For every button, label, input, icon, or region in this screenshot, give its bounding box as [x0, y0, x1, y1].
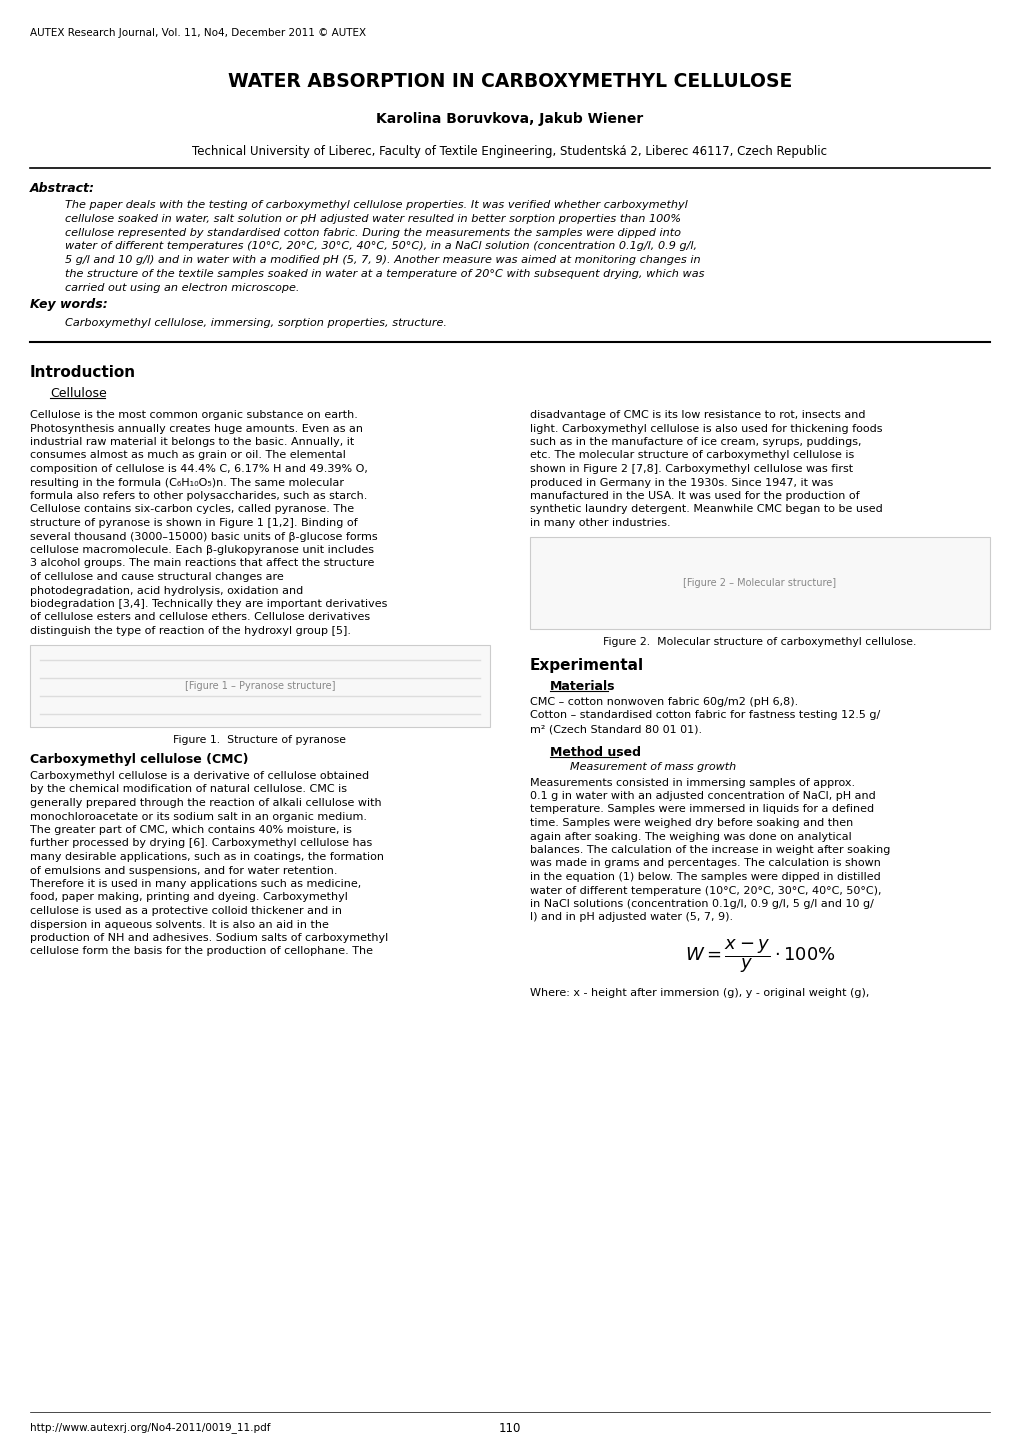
Text: industrial raw material it belongs to the basic. Annually, it: industrial raw material it belongs to th… — [30, 437, 354, 447]
Text: was made in grams and percentages. The calculation is shown: was made in grams and percentages. The c… — [530, 859, 880, 869]
Text: 3 alcohol groups. The main reactions that affect the structure: 3 alcohol groups. The main reactions tha… — [30, 558, 374, 569]
Text: of emulsions and suspensions, and for water retention.: of emulsions and suspensions, and for wa… — [30, 866, 337, 876]
Text: distinguish the type of reaction of the hydroxyl group [5].: distinguish the type of reaction of the … — [30, 626, 351, 636]
Text: Experimental: Experimental — [530, 658, 643, 672]
Text: water of different temperature (10°C, 20°C, 30°C, 40°C, 50°C),: water of different temperature (10°C, 20… — [530, 886, 880, 896]
Text: $W = \dfrac{x - y}{y} \cdot 100\%$: $W = \dfrac{x - y}{y} \cdot 100\%$ — [684, 937, 835, 975]
Text: 5 g/l and 10 g/l) and in water with a modified pH (5, 7, 9). Another measure was: 5 g/l and 10 g/l) and in water with a mo… — [65, 255, 700, 266]
Text: structure of pyranose is shown in Figure 1 [1,2]. Binding of: structure of pyranose is shown in Figure… — [30, 518, 358, 528]
Text: temperature. Samples were immersed in liquids for a defined: temperature. Samples were immersed in li… — [530, 805, 873, 814]
Text: biodegradation [3,4]. Technically they are important derivatives: biodegradation [3,4]. Technically they a… — [30, 599, 387, 609]
Text: generally prepared through the reaction of alkali cellulose with: generally prepared through the reaction … — [30, 798, 381, 808]
Text: Cellulose is the most common organic substance on earth.: Cellulose is the most common organic sub… — [30, 410, 358, 420]
Text: Measurements consisted in immersing samples of approx.: Measurements consisted in immersing samp… — [530, 778, 854, 788]
Text: m² (Czech Standard 80 01 01).: m² (Czech Standard 80 01 01). — [530, 724, 701, 734]
Text: consumes almost as much as grain or oil. The elemental: consumes almost as much as grain or oil.… — [30, 450, 345, 460]
Text: disadvantage of CMC is its low resistance to rot, insects and: disadvantage of CMC is its low resistanc… — [530, 410, 865, 420]
Text: CMC – cotton nonwoven fabric 60g/m2 (pH 6,8).: CMC – cotton nonwoven fabric 60g/m2 (pH … — [530, 697, 798, 707]
Text: [Figure 2 – Molecular structure]: [Figure 2 – Molecular structure] — [683, 579, 836, 587]
Text: Measurement of mass growth: Measurement of mass growth — [570, 762, 736, 772]
Text: dispersion in aqueous solvents. It is also an aid in the: dispersion in aqueous solvents. It is al… — [30, 919, 328, 929]
Text: Materials: Materials — [549, 680, 614, 693]
Text: AUTEX Research Journal, Vol. 11, No4, December 2011 © AUTEX: AUTEX Research Journal, Vol. 11, No4, De… — [30, 27, 366, 38]
Text: photodegradation, acid hydrolysis, oxidation and: photodegradation, acid hydrolysis, oxida… — [30, 586, 303, 596]
Text: cellulose represented by standardised cotton fabric. During the measurements the: cellulose represented by standardised co… — [65, 228, 681, 238]
Text: light. Carboxymethyl cellulose is also used for thickening foods: light. Carboxymethyl cellulose is also u… — [530, 423, 881, 433]
Text: 0.1 g in water with an adjusted concentration of NaCl, pH and: 0.1 g in water with an adjusted concentr… — [530, 791, 875, 801]
Text: Technical University of Liberec, Faculty of Textile Engineering, Studentská 2, L: Technical University of Liberec, Faculty… — [193, 144, 826, 157]
Text: Figure 2.  Molecular structure of carboxymethyl cellulose.: Figure 2. Molecular structure of carboxy… — [602, 636, 916, 646]
Text: cellulose form the basis for the production of cellophane. The: cellulose form the basis for the product… — [30, 947, 373, 957]
Text: http://www.autexrj.org/No4-2011/0019_11.pdf: http://www.autexrj.org/No4-2011/0019_11.… — [30, 1421, 270, 1433]
Text: such as in the manufacture of ice cream, syrups, puddings,: such as in the manufacture of ice cream,… — [530, 437, 861, 447]
Text: in NaCl solutions (concentration 0.1g/l, 0.9 g/l, 5 g/l and 10 g/: in NaCl solutions (concentration 0.1g/l,… — [530, 899, 873, 909]
Text: cellulose macromolecule. Each β-glukopyranose unit includes: cellulose macromolecule. Each β-glukopyr… — [30, 545, 374, 556]
Text: Key words:: Key words: — [30, 299, 108, 312]
Text: WATER ABSORPTION IN CARBOXYMETHYL CELLULOSE: WATER ABSORPTION IN CARBOXYMETHYL CELLUL… — [227, 72, 792, 91]
Text: Cellulose contains six-carbon cycles, called pyranose. The: Cellulose contains six-carbon cycles, ca… — [30, 505, 354, 515]
Text: The paper deals with the testing of carboxymethyl cellulose properties. It was v: The paper deals with the testing of carb… — [65, 201, 687, 211]
Text: Method used: Method used — [549, 746, 640, 759]
Text: again after soaking. The weighing was done on analytical: again after soaking. The weighing was do… — [530, 831, 851, 841]
Text: Abstract:: Abstract: — [30, 182, 95, 195]
Text: Cotton – standardised cotton fabric for fastness testing 12.5 g/: Cotton – standardised cotton fabric for … — [530, 710, 879, 720]
Text: 110: 110 — [498, 1421, 521, 1434]
Text: of cellulose esters and cellulose ethers. Cellulose derivatives: of cellulose esters and cellulose ethers… — [30, 612, 370, 622]
Text: balances. The calculation of the increase in weight after soaking: balances. The calculation of the increas… — [530, 846, 890, 856]
Text: produced in Germany in the 1930s. Since 1947, it was: produced in Germany in the 1930s. Since … — [530, 478, 833, 488]
Text: Carboxymethyl cellulose is a derivative of cellulose obtained: Carboxymethyl cellulose is a derivative … — [30, 771, 369, 781]
Text: Carboxymethyl cellulose, immersing, sorption properties, structure.: Carboxymethyl cellulose, immersing, sorp… — [65, 317, 446, 328]
Text: Introduction: Introduction — [30, 365, 136, 380]
Text: several thousand (3000–15000) basic units of β-glucose forms: several thousand (3000–15000) basic unit… — [30, 531, 377, 541]
Text: Cellulose: Cellulose — [50, 387, 107, 400]
Text: of cellulose and cause structural changes are: of cellulose and cause structural change… — [30, 571, 283, 582]
Text: shown in Figure 2 [7,8]. Carboxymethyl cellulose was first: shown in Figure 2 [7,8]. Carboxymethyl c… — [530, 465, 852, 473]
Text: water of different temperatures (10°C, 20°C, 30°C, 40°C, 50°C), in a NaCl soluti: water of different temperatures (10°C, 2… — [65, 241, 696, 251]
Text: in many other industries.: in many other industries. — [530, 518, 669, 528]
Text: manufactured in the USA. It was used for the production of: manufactured in the USA. It was used for… — [530, 491, 859, 501]
Text: [Figure 1 – Pyranose structure]: [Figure 1 – Pyranose structure] — [184, 681, 335, 691]
Text: food, paper making, printing and dyeing. Carboxymethyl: food, paper making, printing and dyeing.… — [30, 893, 347, 902]
Text: l) and in pH adjusted water (5, 7, 9).: l) and in pH adjusted water (5, 7, 9). — [530, 912, 733, 922]
Text: The greater part of CMC, which contains 40% moisture, is: The greater part of CMC, which contains … — [30, 825, 352, 835]
Text: Therefore it is used in many applications such as medicine,: Therefore it is used in many application… — [30, 879, 361, 889]
Bar — [530, 537, 989, 629]
Text: Carboxymethyl cellulose (CMC): Carboxymethyl cellulose (CMC) — [30, 753, 249, 766]
Text: synthetic laundry detergent. Meanwhile CMC began to be used: synthetic laundry detergent. Meanwhile C… — [530, 505, 881, 515]
Text: formula also refers to other polysaccharides, such as starch.: formula also refers to other polysacchar… — [30, 491, 367, 501]
Text: by the chemical modification of natural cellulose. CMC is: by the chemical modification of natural … — [30, 785, 346, 795]
Text: production of NH and adhesives. Sodium salts of carboxymethyl: production of NH and adhesives. Sodium s… — [30, 934, 388, 942]
Text: Where: x - height after immersion (g), y - original weight (g),: Where: x - height after immersion (g), y… — [530, 988, 868, 999]
Text: carried out using an electron microscope.: carried out using an electron microscope… — [65, 283, 300, 293]
Text: monochloroacetate or its sodium salt in an organic medium.: monochloroacetate or its sodium salt in … — [30, 811, 367, 821]
Text: time. Samples were weighed dry before soaking and then: time. Samples were weighed dry before so… — [530, 818, 853, 828]
Text: etc. The molecular structure of carboxymethyl cellulose is: etc. The molecular structure of carboxym… — [530, 450, 854, 460]
Text: the structure of the textile samples soaked in water at a temperature of 20°C wi: the structure of the textile samples soa… — [65, 268, 704, 278]
Text: resulting in the formula (C₆H₁₀O₅)n. The same molecular: resulting in the formula (C₆H₁₀O₅)n. The… — [30, 478, 343, 488]
Text: cellulose is used as a protective colloid thickener and in: cellulose is used as a protective colloi… — [30, 906, 341, 916]
Text: Karolina Boruvkova, Jakub Wiener: Karolina Boruvkova, Jakub Wiener — [376, 113, 643, 126]
Text: in the equation (1) below. The samples were dipped in distilled: in the equation (1) below. The samples w… — [530, 872, 879, 882]
Text: composition of cellulose is 44.4% C, 6.17% H and 49.39% O,: composition of cellulose is 44.4% C, 6.1… — [30, 465, 368, 473]
Text: Photosynthesis annually creates huge amounts. Even as an: Photosynthesis annually creates huge amo… — [30, 423, 363, 433]
Text: many desirable applications, such as in coatings, the formation: many desirable applications, such as in … — [30, 851, 383, 861]
Bar — [30, 645, 489, 727]
Text: Figure 1.  Structure of pyranose: Figure 1. Structure of pyranose — [173, 734, 346, 745]
Text: further processed by drying [6]. Carboxymethyl cellulose has: further processed by drying [6]. Carboxy… — [30, 838, 372, 848]
Text: cellulose soaked in water, salt solution or pH adjusted water resulted in better: cellulose soaked in water, salt solution… — [65, 214, 681, 224]
